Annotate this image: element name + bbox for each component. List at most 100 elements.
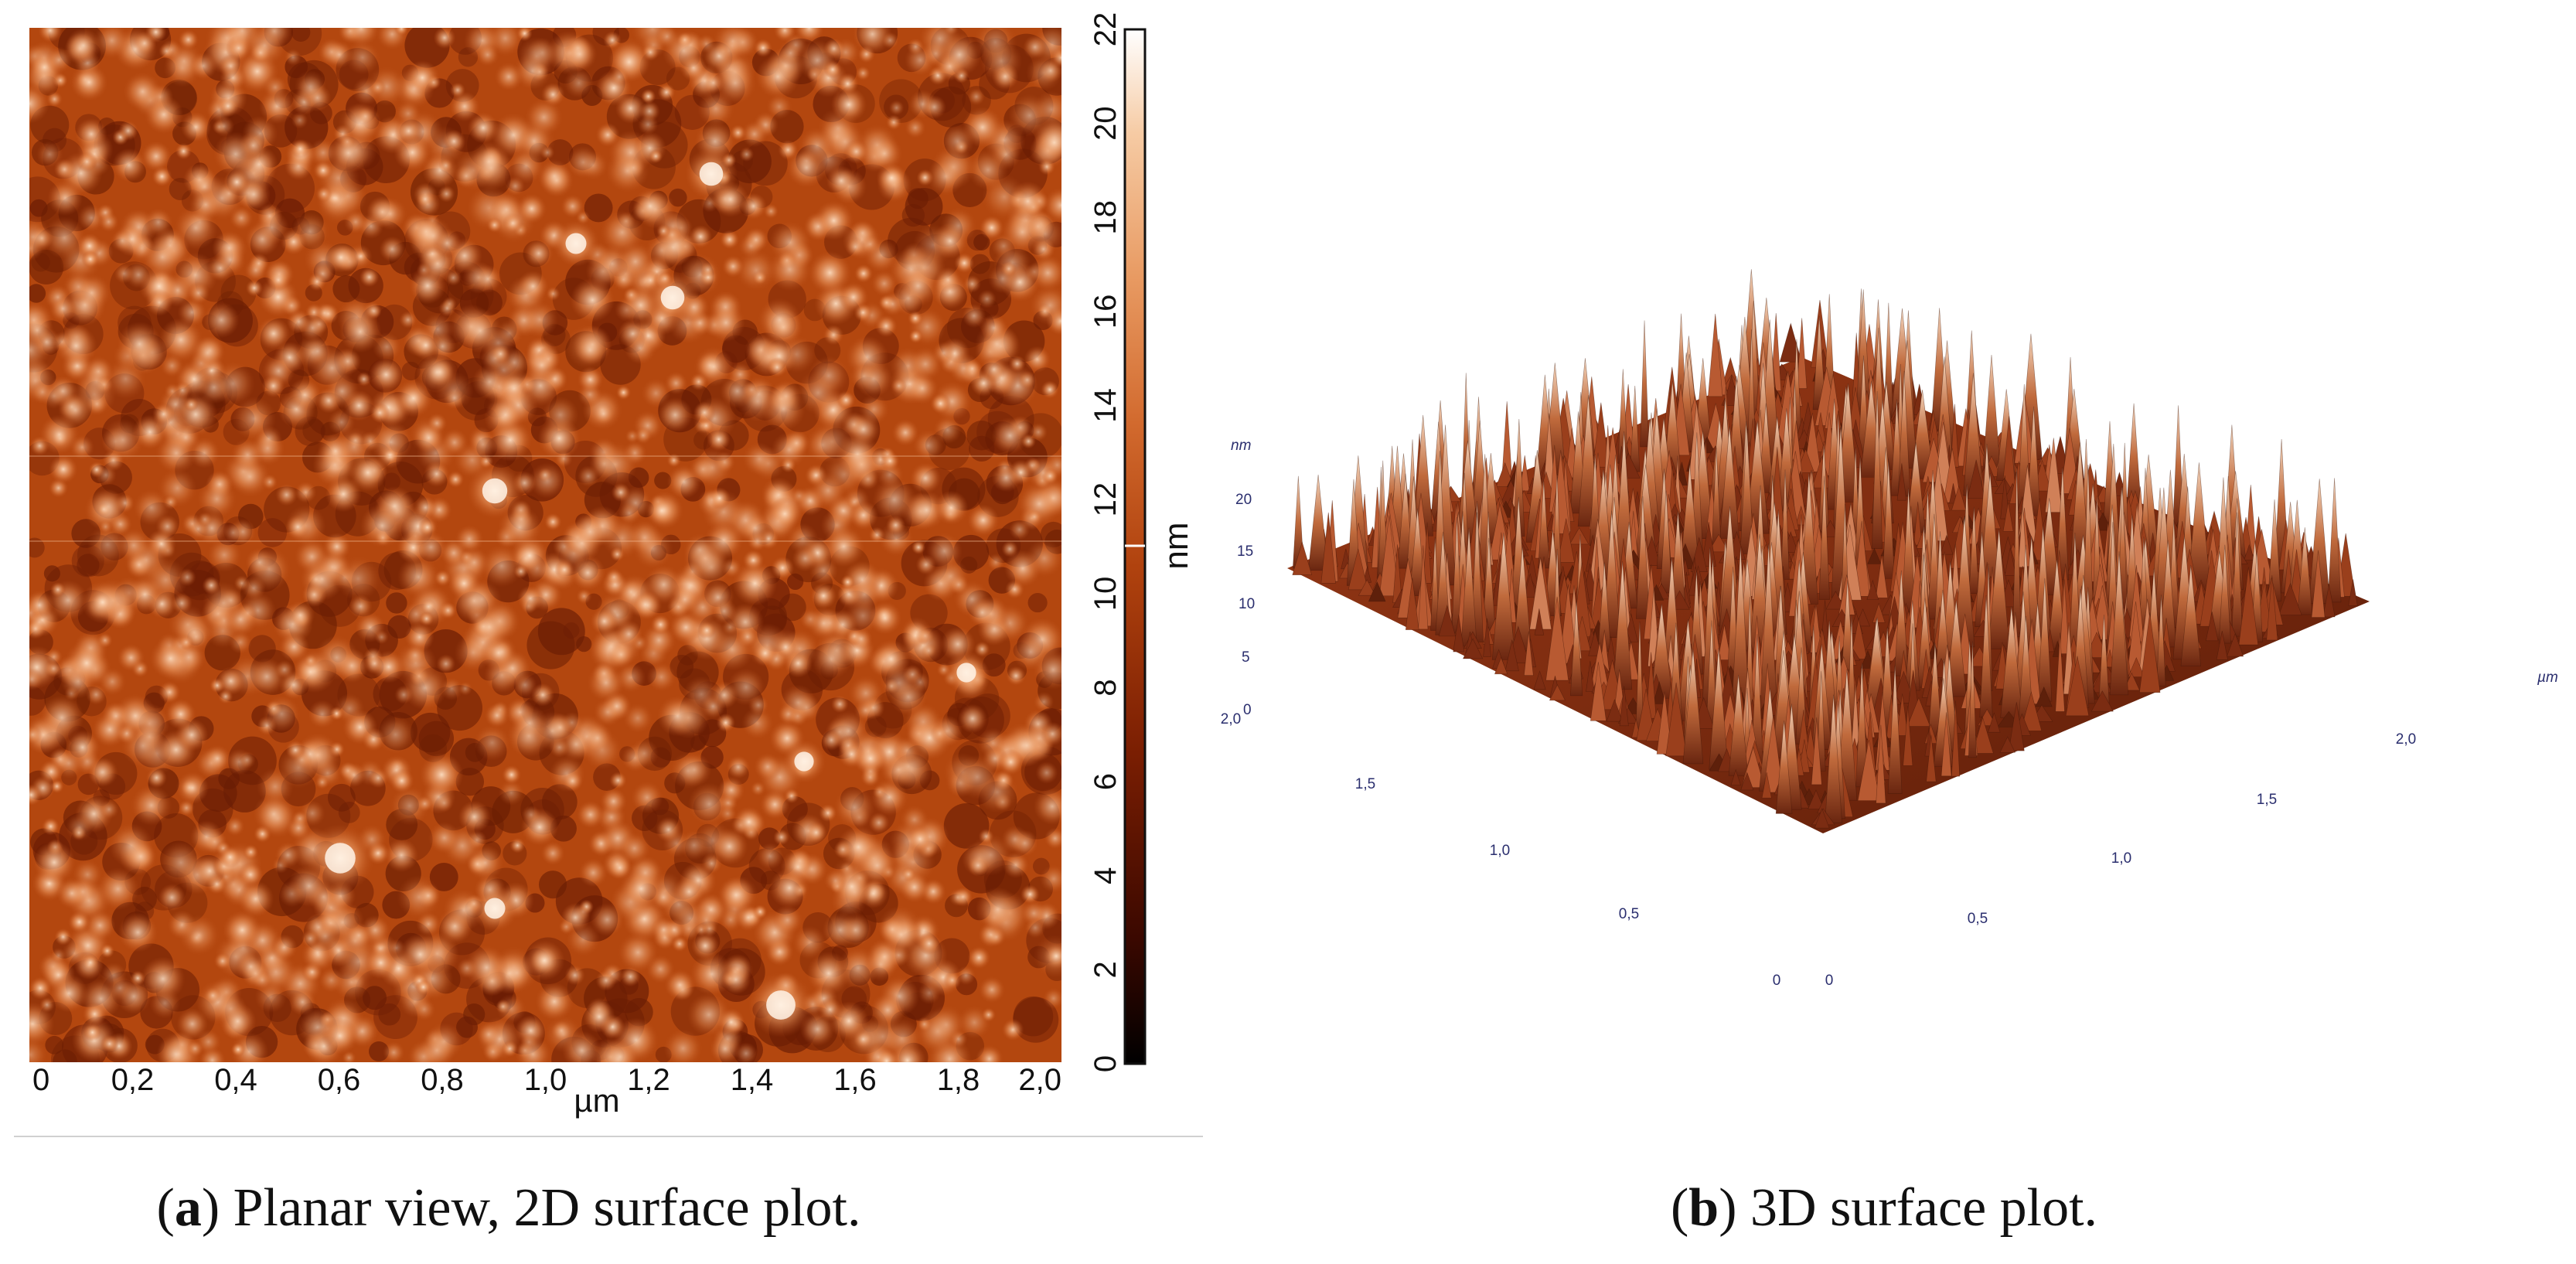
x-tick-label: 1,8 [937, 1063, 980, 1097]
surface-peak [1640, 320, 1649, 448]
afm-grain [390, 785, 430, 826]
x-tick-label: 1,0 [524, 1063, 567, 1097]
afm-grain [649, 149, 663, 164]
afm-grain [285, 514, 311, 540]
surface-peak [1903, 706, 1913, 766]
afm-grain [918, 981, 941, 1005]
afm-grain [541, 82, 565, 107]
afm-grain [114, 263, 135, 284]
afm-grain [930, 393, 951, 414]
surface-peak [1745, 420, 1770, 534]
afm-grain [160, 353, 184, 378]
afm-pit [332, 275, 360, 303]
afm-grain [758, 298, 802, 342]
afm-grain [473, 264, 502, 293]
afm-grain [823, 869, 847, 893]
afm-grain [171, 592, 193, 614]
afm-grain [932, 557, 969, 595]
afm-grain [768, 496, 802, 531]
surface-peak [1495, 462, 1515, 487]
afm-grain [978, 976, 1006, 1003]
afm-grain [608, 855, 632, 881]
afm-grain [679, 830, 710, 860]
afm-grain [513, 564, 529, 579]
afm-grain [967, 598, 997, 628]
afm-grain [223, 522, 244, 543]
afm-grain [641, 378, 671, 408]
surface-peak [1775, 721, 1793, 814]
afm-grain [1001, 540, 1019, 557]
afm-grain [513, 52, 552, 90]
afm-grain [295, 481, 317, 503]
surface-peak [1533, 670, 1546, 690]
afm-grain [43, 216, 86, 260]
afm-grain [578, 858, 608, 888]
afm-grain [361, 727, 386, 751]
afm-grain [39, 997, 55, 1013]
afm-pit [302, 419, 326, 443]
afm-grain [238, 751, 256, 769]
surface-peak [2218, 544, 2231, 644]
caption-b-label: b [1688, 1178, 1719, 1238]
x-tick-label: 1,4 [731, 1063, 774, 1097]
afm-grain [516, 193, 547, 224]
afm-bright-grain-core [699, 162, 724, 186]
afm-grain [1024, 917, 1046, 939]
surface-peak [1708, 533, 1729, 553]
afm-grain [389, 768, 414, 793]
afm-bright-grain-core [660, 285, 685, 310]
afm-pit [77, 554, 100, 577]
afm-grain [564, 965, 585, 986]
surface-peak [2009, 702, 2025, 751]
afm-grain [720, 230, 740, 250]
afm-grain [465, 945, 509, 990]
afm-grain [909, 462, 942, 494]
afm-grain [348, 594, 373, 618]
afm-grain [414, 530, 448, 564]
surface-peak [1557, 518, 1575, 563]
x-3d-tick-label: 0,5 [1619, 906, 1639, 922]
afm-grain [929, 724, 950, 744]
afm-grain [710, 627, 755, 671]
afm-grain [369, 79, 387, 96]
afm-grain [521, 301, 558, 339]
afm-grain [458, 681, 472, 696]
afm-grain [991, 417, 1029, 455]
afm-grain [1021, 434, 1036, 449]
afm-grain [888, 100, 905, 116]
afm-grain [141, 235, 184, 278]
afm-grain [845, 236, 866, 257]
afm-grain [605, 567, 624, 587]
afm-grain [587, 663, 625, 702]
afm-grain [286, 309, 312, 334]
surface-peak [1896, 463, 1907, 501]
afm-grain [32, 841, 76, 884]
surface-peak [1988, 712, 2001, 733]
afm-grain [823, 60, 842, 79]
afm-grain [131, 785, 172, 826]
afm-grain [66, 813, 94, 842]
afm-grain [577, 366, 604, 393]
surface-peak [1524, 631, 1534, 676]
surface-peak [1887, 665, 1903, 794]
afm-grain [233, 575, 250, 591]
afm-grain [199, 1047, 226, 1062]
afm-grain [871, 779, 908, 816]
afm-grain [95, 464, 117, 486]
afm-grain [105, 358, 146, 400]
surface-peak [1308, 475, 1329, 571]
afm-grain [843, 138, 869, 165]
x-tick-label: 0,6 [318, 1063, 361, 1097]
afm-grain [868, 526, 885, 543]
afm-grain [912, 430, 944, 462]
afm-grain [650, 614, 671, 635]
colorbar-ticks: 0 2 4 6 8 10 12 14 16 18 20 22 [1089, 12, 1123, 1072]
afm-grain [438, 185, 455, 203]
afm-grain [45, 648, 63, 666]
afm-grain [237, 881, 274, 918]
afm-pit [966, 421, 997, 451]
afm-pit [378, 1003, 401, 1026]
afm-grain [1002, 851, 1030, 879]
x-tick-label: 1,2 [627, 1063, 670, 1097]
afm-grain [356, 371, 372, 387]
